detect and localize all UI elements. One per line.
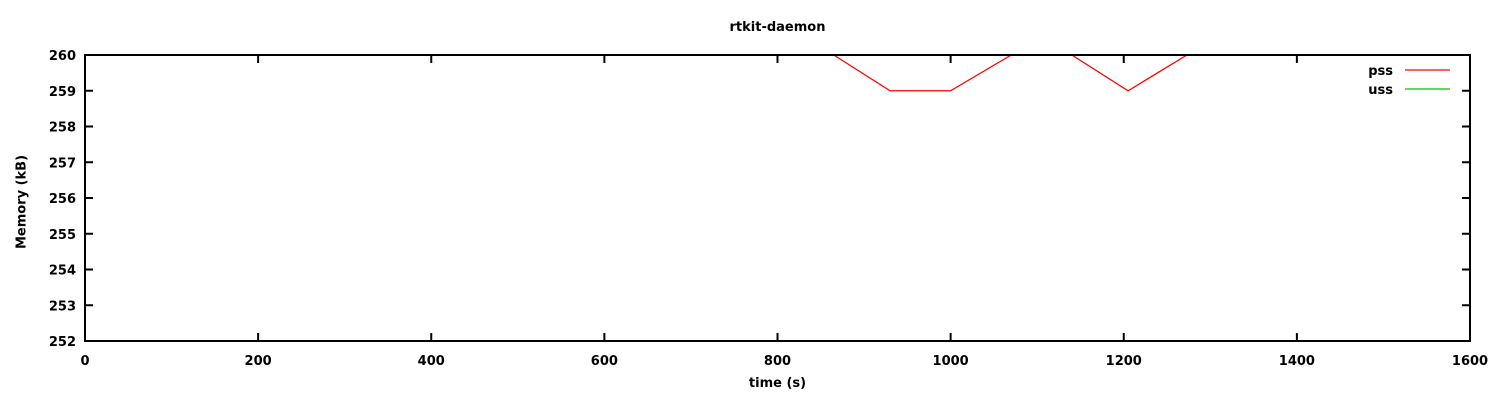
x-tick-label: 600: [591, 354, 618, 369]
x-tick-label: 1000: [933, 354, 969, 369]
legend-label-pss: pss: [1368, 64, 1393, 79]
x-axis-label: time (s): [748, 376, 807, 391]
plot-border: [84, 54, 1471, 342]
y-tick-label: 253: [49, 299, 76, 314]
x-tick-label: 1600: [1452, 354, 1488, 369]
pss-line: [833, 54, 1188, 92]
y-tick-label: 252: [49, 335, 76, 350]
legend-label-uss: uss: [1368, 83, 1393, 98]
y-tick-label: 254: [49, 264, 76, 279]
x-tick-label: 200: [245, 354, 272, 369]
y-tick-label: 258: [49, 121, 76, 136]
x-tick-label: 1400: [1279, 354, 1315, 369]
y-axis-label: Memory (kB): [14, 154, 30, 250]
y-tick-label: 255: [49, 228, 76, 243]
x-tick-label: 800: [764, 354, 791, 369]
x-tick-label: 400: [418, 354, 445, 369]
x-tick-label: 0: [80, 354, 89, 369]
y-tick-label: 259: [49, 85, 76, 100]
chart-title: rtkit-daemon: [729, 20, 826, 35]
y-tick-label: 260: [49, 49, 76, 64]
y-tick-label: 256: [49, 192, 76, 207]
x-tick-label: 1200: [1106, 354, 1142, 369]
y-tick-label: 257: [49, 156, 76, 171]
